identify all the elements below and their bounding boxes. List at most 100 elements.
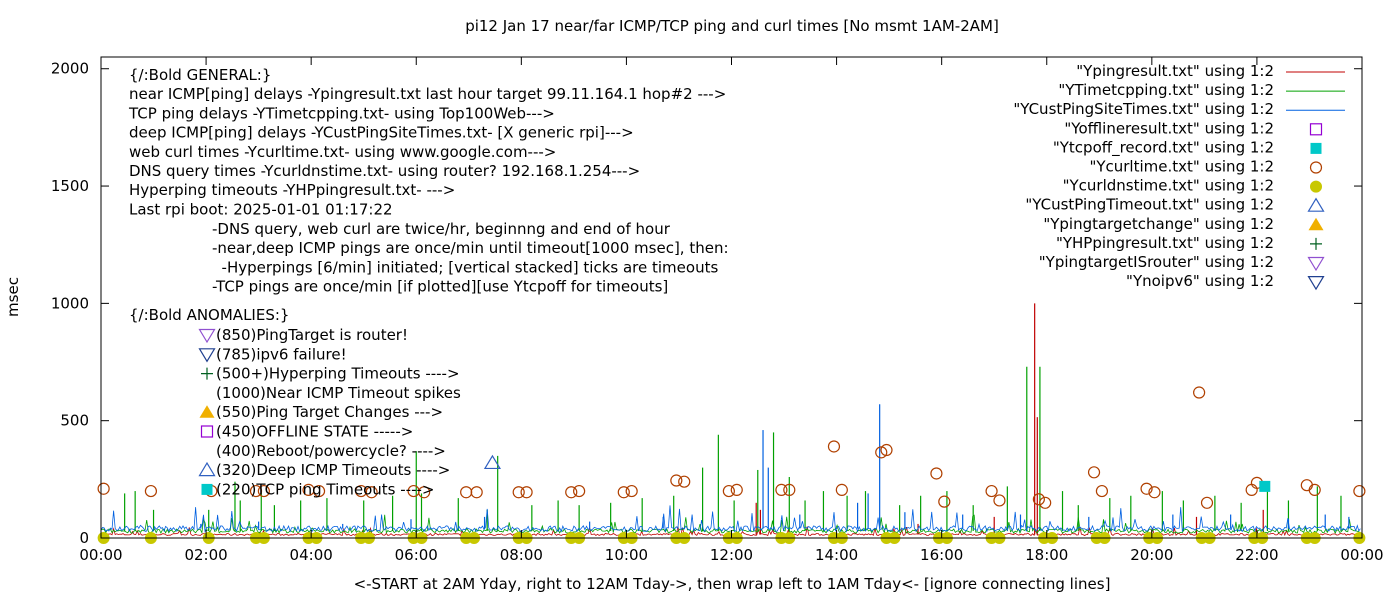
point-curl-32 bbox=[993, 494, 1006, 507]
point-curl-35 bbox=[1087, 466, 1101, 479]
legend-label: "Ytcpoff_record.txt" using 1:2 bbox=[1053, 138, 1274, 157]
point-curl-25 bbox=[827, 440, 841, 453]
annotation-general-line: {/:Bold GENERAL:} bbox=[129, 66, 271, 84]
point-curl-23 bbox=[775, 483, 788, 496]
y-tick-label: 1000 bbox=[51, 294, 89, 312]
series-line-cust bbox=[100, 505, 1361, 533]
anomaly-line: (400)Reboot/powercycle? ----> bbox=[216, 442, 446, 460]
legend-label: "YCustPingTimeout.txt" using 1:2 bbox=[1025, 196, 1274, 214]
x-tick-label: 14:00 bbox=[815, 546, 858, 564]
point-curl-28 bbox=[880, 443, 893, 457]
anomaly-line: (320)Deep ICMP Timeouts ----> bbox=[216, 461, 450, 479]
point-curl-38 bbox=[1148, 486, 1161, 499]
point-curl-13 bbox=[512, 486, 525, 499]
point-curl-22 bbox=[730, 483, 743, 496]
x-tick-label: 06:00 bbox=[395, 546, 438, 564]
point-curl-1 bbox=[144, 484, 158, 498]
y-tick-label: 2000 bbox=[51, 60, 89, 78]
x-tick-label: 10:00 bbox=[605, 546, 648, 564]
point-curl-37 bbox=[1140, 482, 1153, 495]
annotation-general-line: TCP ping delays -YTimetcpping.txt- using… bbox=[128, 104, 555, 122]
y-tick-label: 1500 bbox=[51, 177, 89, 195]
anomaly-marker-custtimeout bbox=[198, 461, 216, 477]
y-axis-label: msec bbox=[4, 277, 22, 317]
x-tick-label: 18:00 bbox=[1025, 546, 1068, 564]
anomaly-line: (785)ipv6 failure! bbox=[216, 345, 347, 363]
point-curl-44 bbox=[1308, 483, 1321, 496]
legend-marker-offline bbox=[1309, 123, 1323, 136]
annotation-general-line: Hyperping timeouts -YHPpingresult.txt- -… bbox=[129, 181, 455, 199]
x-tick-label: 22:00 bbox=[1235, 546, 1278, 564]
anomaly-line: (220)TCP ping Timeouts ----> bbox=[216, 480, 434, 498]
point-curl-31 bbox=[985, 484, 998, 498]
point-curl-27 bbox=[875, 446, 888, 459]
annotation-general-line: near ICMP[ping] delays -Ypingresult.txt … bbox=[129, 85, 726, 103]
point-curl-0 bbox=[97, 482, 110, 495]
point-curl-19 bbox=[670, 474, 683, 487]
point-curl-39 bbox=[1193, 386, 1206, 399]
legend-marker-custtimeout bbox=[1307, 197, 1325, 212]
point-curl-41 bbox=[1245, 483, 1258, 496]
point-curl-16 bbox=[573, 484, 586, 498]
x-tick-label: 00:00 bbox=[1340, 546, 1383, 564]
x-tick-label: 12:00 bbox=[710, 546, 753, 564]
annotation-general-line: web curl times -Ycurltime.txt- using www… bbox=[129, 143, 556, 161]
annotation-general-line: DNS query times -Ycurldnstime.txt- using… bbox=[129, 162, 640, 180]
point-curl-20 bbox=[678, 475, 691, 488]
anomaly-marker-isrouter bbox=[198, 328, 216, 344]
legend-label: "Ycurldnstime.txt" using 1:2 bbox=[1063, 177, 1274, 195]
annotation-note-line: -Hyperpings [6/min] initiated; [vertical… bbox=[212, 258, 718, 276]
x-tick-label: 20:00 bbox=[1130, 546, 1173, 564]
point-curl-40 bbox=[1200, 496, 1214, 509]
legend-label: "YCustPingSiteTimes.txt" using 1:2 bbox=[1013, 100, 1274, 118]
legend-label: "Ynoipv6" using 1:2 bbox=[1126, 272, 1274, 290]
axis-layer: 0 500 1000 1500 2000 00:00 02:00 04:00 06:00 08:0… bbox=[51, 57, 1384, 564]
anomaly-line: (850)PingTarget is router! bbox=[216, 326, 408, 344]
x-tick-label: 00:00 bbox=[79, 546, 122, 564]
legend-label: "YHPpingresult.txt" using 1:2 bbox=[1056, 234, 1274, 252]
point-custtimeout-0 bbox=[483, 454, 501, 470]
point-curl-15 bbox=[565, 486, 578, 499]
legend-marker-hpping bbox=[1310, 237, 1322, 250]
anomaly-line: (450)OFFLINE STATE -----> bbox=[216, 423, 413, 441]
legend-marker-tcpoff bbox=[1310, 142, 1322, 154]
annotation-layer: {/:Bold GENERAL:}near ICMP[ping] delays … bbox=[128, 66, 729, 498]
point-curl-24 bbox=[783, 483, 796, 496]
point-curl-4 bbox=[257, 484, 270, 498]
anomaly-line: (500+)Hyperping Timeouts ----> bbox=[216, 365, 460, 383]
point-tcpoff-0 bbox=[1259, 480, 1271, 492]
x-axis-label: <-START at 2AM Yday, right to 12AM Tday-… bbox=[354, 575, 1111, 593]
legend-marker-targetchange bbox=[1308, 217, 1324, 231]
point-curl-30 bbox=[938, 495, 951, 508]
anomaly-line: (1000)Near ICMP Timeout spikes bbox=[216, 384, 461, 402]
legend: "Ypingresult.txt" using 1:2"YTimetcpping… bbox=[1013, 62, 1345, 291]
legend-marker-isrouter bbox=[1307, 256, 1325, 272]
legend-marker-dns bbox=[1310, 180, 1322, 193]
x-tick-label: 04:00 bbox=[290, 546, 333, 564]
anomaly-marker-noipv6 bbox=[198, 348, 216, 363]
y-tick-label: 500 bbox=[60, 412, 89, 430]
point-curl-45 bbox=[1353, 484, 1366, 498]
annotation-note-line: -DNS query, web curl are twice/hr, begin… bbox=[212, 220, 671, 238]
annotation-note-line: -near,deep ICMP pings are once/min until… bbox=[212, 239, 729, 257]
annotation-general-line: Last rpi boot: 2025-01-01 01:17:22 bbox=[129, 200, 393, 218]
point-curl-18 bbox=[625, 484, 638, 498]
annotation-general-line: deep ICMP[ping] delays -YCustPingSiteTim… bbox=[129, 124, 634, 142]
point-curl-12 bbox=[470, 486, 483, 499]
point-curl-36 bbox=[1095, 484, 1109, 498]
chart-title: pi12 Jan 17 near/far ICMP/TCP ping and c… bbox=[465, 17, 999, 35]
point-curl-21 bbox=[722, 484, 735, 498]
point-curl-43 bbox=[1300, 479, 1313, 492]
point-curl-8 bbox=[365, 486, 378, 499]
anomaly-marker-offline bbox=[200, 425, 214, 438]
point-curl-10 bbox=[418, 486, 431, 499]
point-curl-33 bbox=[1032, 493, 1045, 506]
x-tick-label: 16:00 bbox=[920, 546, 963, 564]
anomaly-marker-targetchange bbox=[199, 405, 215, 418]
y-tick-label: 0 bbox=[79, 529, 89, 547]
x-tick-label: 08:00 bbox=[500, 546, 543, 564]
anomaly-line: (550)Ping Target Changes ---> bbox=[216, 403, 443, 421]
point-curl-6 bbox=[312, 484, 326, 498]
point-curl-34 bbox=[1039, 496, 1052, 509]
